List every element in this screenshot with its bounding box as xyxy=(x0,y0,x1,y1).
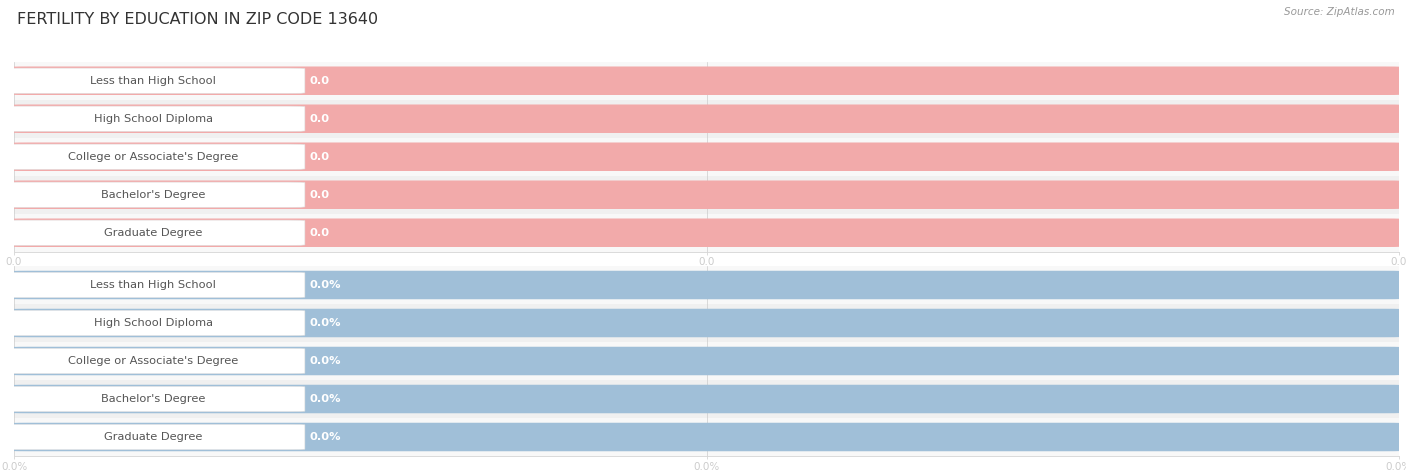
Text: Graduate Degree: Graduate Degree xyxy=(104,228,202,238)
Text: College or Associate's Degree: College or Associate's Degree xyxy=(67,152,239,162)
FancyBboxPatch shape xyxy=(7,180,1406,209)
Bar xyxy=(14,100,1399,138)
FancyBboxPatch shape xyxy=(7,347,1406,375)
Text: 0.0%: 0.0% xyxy=(309,432,340,442)
Text: 0.0: 0.0 xyxy=(309,190,329,200)
FancyBboxPatch shape xyxy=(1,348,305,374)
Text: Graduate Degree: Graduate Degree xyxy=(104,432,202,442)
Text: 0.0%: 0.0% xyxy=(309,356,340,366)
Text: 0.0: 0.0 xyxy=(309,152,329,162)
Text: High School Diploma: High School Diploma xyxy=(94,114,212,124)
FancyBboxPatch shape xyxy=(1,272,305,298)
Bar xyxy=(14,266,1399,304)
Text: 0.0%: 0.0% xyxy=(309,394,340,404)
FancyBboxPatch shape xyxy=(7,309,1406,337)
FancyBboxPatch shape xyxy=(1,386,305,412)
FancyBboxPatch shape xyxy=(1,144,305,170)
FancyBboxPatch shape xyxy=(1,68,305,94)
FancyBboxPatch shape xyxy=(1,182,305,208)
Text: 0.0%: 0.0% xyxy=(309,318,340,328)
Bar xyxy=(14,62,1399,100)
FancyBboxPatch shape xyxy=(1,424,305,450)
FancyBboxPatch shape xyxy=(1,220,305,246)
FancyBboxPatch shape xyxy=(1,310,305,336)
FancyBboxPatch shape xyxy=(7,423,1406,451)
Bar xyxy=(14,342,1399,380)
Bar xyxy=(14,214,1399,252)
Text: 0.0: 0.0 xyxy=(309,76,329,86)
Text: FERTILITY BY EDUCATION IN ZIP CODE 13640: FERTILITY BY EDUCATION IN ZIP CODE 13640 xyxy=(17,12,378,27)
Text: College or Associate's Degree: College or Associate's Degree xyxy=(67,356,239,366)
Text: Less than High School: Less than High School xyxy=(90,76,217,86)
Text: Bachelor's Degree: Bachelor's Degree xyxy=(101,394,205,404)
FancyBboxPatch shape xyxy=(7,218,1406,247)
FancyBboxPatch shape xyxy=(7,66,1406,95)
Text: 0.0: 0.0 xyxy=(309,114,329,124)
Text: 0.0%: 0.0% xyxy=(309,280,340,290)
Text: Bachelor's Degree: Bachelor's Degree xyxy=(101,190,205,200)
Bar xyxy=(14,380,1399,418)
Text: Less than High School: Less than High School xyxy=(90,280,217,290)
Bar xyxy=(14,418,1399,456)
FancyBboxPatch shape xyxy=(1,106,305,132)
FancyBboxPatch shape xyxy=(7,271,1406,299)
Bar xyxy=(14,176,1399,214)
Text: 0.0: 0.0 xyxy=(309,228,329,238)
FancyBboxPatch shape xyxy=(7,104,1406,133)
Text: High School Diploma: High School Diploma xyxy=(94,318,212,328)
Text: Source: ZipAtlas.com: Source: ZipAtlas.com xyxy=(1284,7,1395,17)
Bar xyxy=(14,138,1399,176)
Bar xyxy=(14,304,1399,342)
FancyBboxPatch shape xyxy=(7,385,1406,413)
FancyBboxPatch shape xyxy=(7,142,1406,171)
